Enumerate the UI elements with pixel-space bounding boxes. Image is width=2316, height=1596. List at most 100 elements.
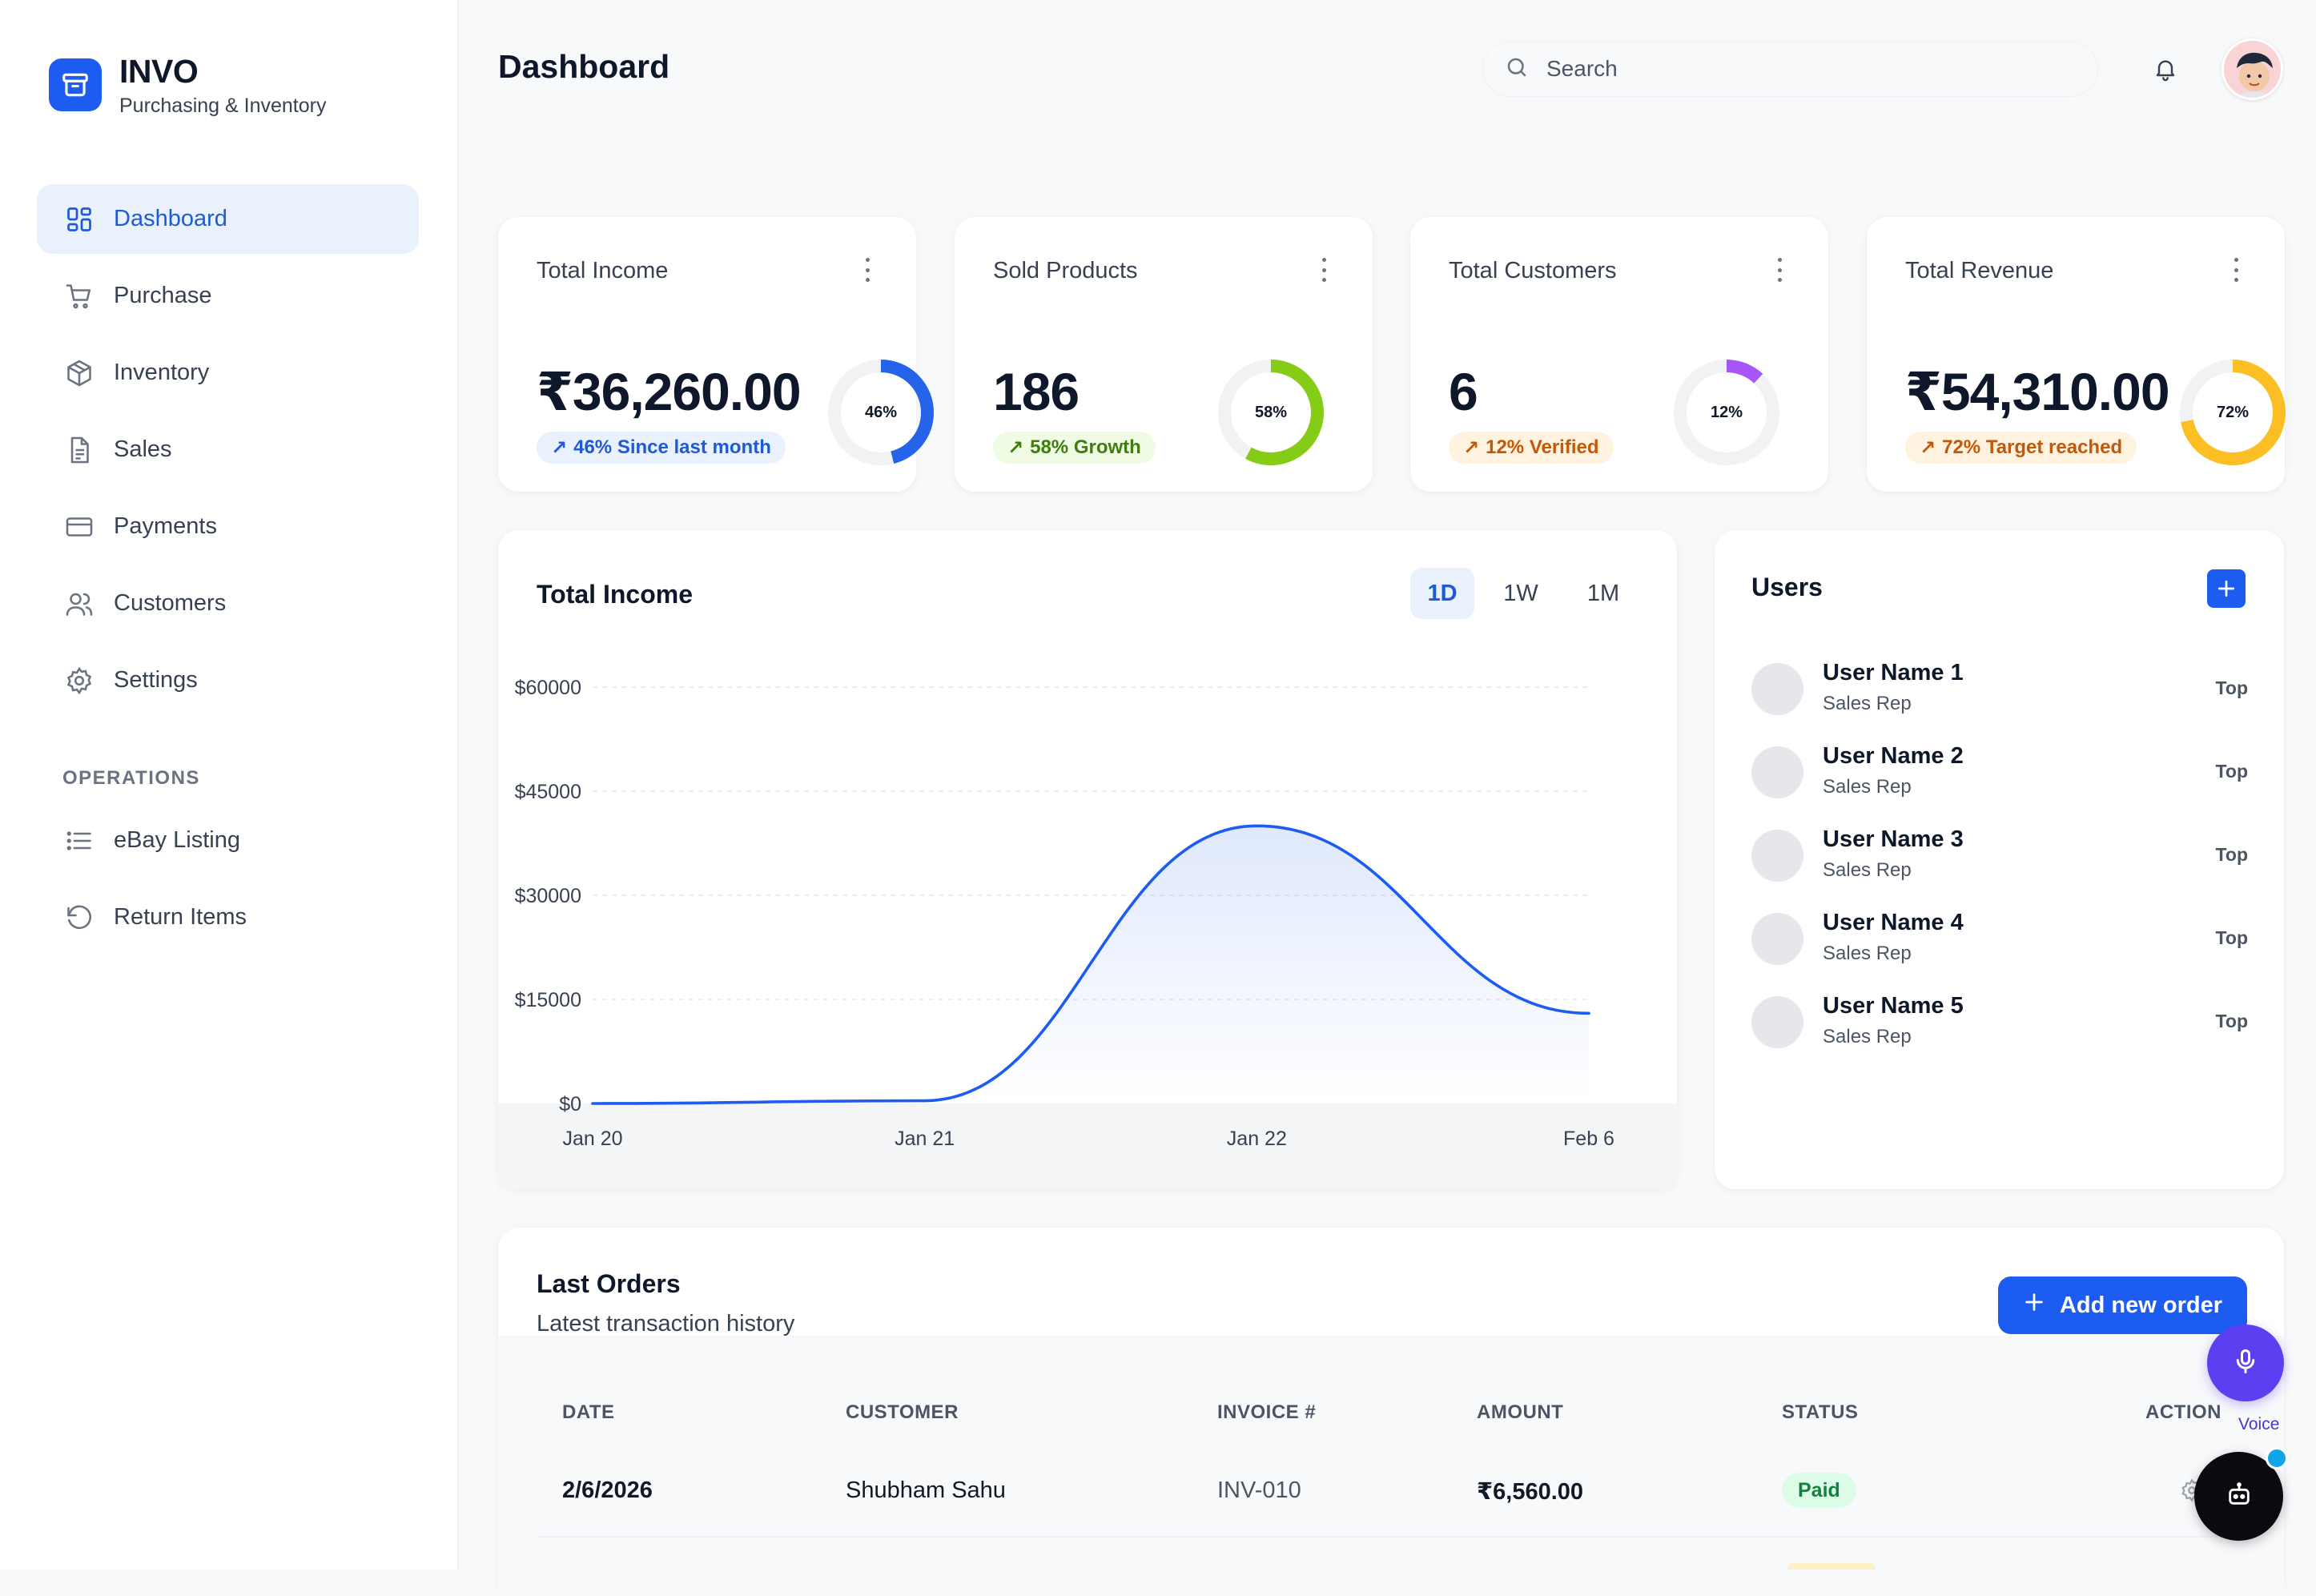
user-role: Sales Rep <box>1823 1026 1912 1048</box>
column-header-invoice[interactable]: INVOICE # <box>1217 1401 1316 1424</box>
user-name: User Name 2 <box>1823 743 1964 770</box>
archive-box-icon[interactable] <box>49 58 102 111</box>
user-list-item[interactable]: User Name 5 Sales Rep Top <box>1751 991 2248 1055</box>
column-header-amount[interactable]: AMOUNT <box>1477 1401 1563 1424</box>
more-vertical-icon[interactable] <box>2232 258 2240 282</box>
orders-card: Last Orders Latest transaction history A… <box>498 1228 2284 1596</box>
stat-badge-text: 12% Verified <box>1486 436 1598 459</box>
package-icon <box>63 357 95 389</box>
order-amount: ₹6,560.00 <box>1477 1477 1583 1506</box>
order-customer: Shubham Sahu <box>846 1477 1006 1504</box>
trend-up-icon: ↗ <box>1920 436 1936 460</box>
sidebar-item-label: Customers <box>114 590 226 617</box>
user-list-item[interactable]: User Name 3 Sales Rep Top <box>1751 824 2248 888</box>
stat-title: Total Revenue <box>1905 258 2053 284</box>
user-list-item[interactable]: User Name 4 Sales Rep Top <box>1751 907 2248 971</box>
sidebar-item-label: eBay Listing <box>114 827 240 854</box>
robot-icon <box>2226 1481 2253 1512</box>
sidebar-item-ebay-listing[interactable]: eBay Listing <box>37 806 419 875</box>
stat-title: Total Income <box>537 258 668 284</box>
stat-donut: 58% <box>1212 354 1329 471</box>
voice-button[interactable] <box>2207 1325 2284 1401</box>
orders-table <box>498 1336 2284 1596</box>
sidebar-item-dashboard[interactable]: Dashboard <box>37 184 419 254</box>
user-list-item[interactable]: User Name 2 Sales Rep Top <box>1751 741 2248 805</box>
donut-percent: 72% <box>2174 354 2291 471</box>
plus-icon[interactable] <box>2207 569 2246 608</box>
voice-label: Voice <box>2238 1415 2279 1434</box>
user-avatar <box>1751 830 1803 882</box>
more-vertical-icon[interactable] <box>1775 258 1783 282</box>
sidebar-item-payments[interactable]: Payments <box>37 492 419 561</box>
chart-baseline-band <box>498 1104 1677 1189</box>
list-icon <box>63 825 95 857</box>
status-badge: Paid <box>1782 1473 1856 1508</box>
sidebar-item-return-items[interactable]: Return Items <box>37 882 419 952</box>
stat-badge-text: 72% Target reached <box>1942 436 2122 459</box>
stat-title: Sold Products <box>993 258 1138 284</box>
grid-icon <box>63 203 95 235</box>
stat-badge-text: 58% Growth <box>1030 436 1141 459</box>
sidebar-item-customers[interactable]: Customers <box>37 569 419 638</box>
more-vertical-icon[interactable] <box>863 258 871 282</box>
avatar[interactable] <box>2222 38 2283 100</box>
user-avatar <box>1751 663 1803 715</box>
trend-up-icon: ↗ <box>551 436 567 460</box>
stat-card-total-revenue: Total Revenue ₹54,310.00 ↗72% Target rea… <box>1867 217 2285 492</box>
range-1d-button[interactable]: 1D <box>1410 568 1474 619</box>
user-list-item[interactable]: User Name 1 Sales Rep Top <box>1751 657 2248 722</box>
column-header-status[interactable]: STATUS <box>1782 1401 1858 1424</box>
user-name: User Name 3 <box>1823 826 1964 853</box>
bell-icon[interactable] <box>2149 53 2181 85</box>
column-header-customer[interactable]: CUSTOMER <box>846 1401 959 1424</box>
chart-title: Total Income <box>537 580 693 609</box>
user-avatar <box>1751 913 1803 965</box>
trend-up-icon: ↗ <box>1007 436 1023 460</box>
column-header-date[interactable]: DATE <box>562 1401 615 1424</box>
plus-icon <box>2023 1291 2045 1320</box>
search-input[interactable] <box>1545 55 2057 82</box>
brand-tagline: Purchasing & Inventory <box>119 94 326 118</box>
y-tick-label: $30000 <box>515 885 581 907</box>
stat-badge: ↗46% Since last month <box>537 432 786 464</box>
sidebar-item-label: Return Items <box>114 904 247 931</box>
user-role: Sales Rep <box>1823 693 1912 715</box>
sidebar-item-settings[interactable]: Settings <box>37 645 419 715</box>
search-box[interactable] <box>1482 41 2098 97</box>
sidebar-item-sales[interactable]: Sales <box>37 415 419 484</box>
sidebar-item-purchase[interactable]: Purchase <box>37 261 419 331</box>
trend-up-icon: ↗ <box>1463 436 1479 460</box>
donut-percent: 12% <box>1668 354 1785 471</box>
y-tick-label: $60000 <box>515 677 581 699</box>
user-name: User Name 4 <box>1823 910 1964 936</box>
stat-value: 6 <box>1449 361 1478 422</box>
user-role: Sales Rep <box>1823 943 1912 965</box>
sidebar-item-label: Inventory <box>114 360 209 386</box>
sidebar-item-label: Sales <box>114 436 172 463</box>
sidebar-item-inventory[interactable]: Inventory <box>37 338 419 408</box>
user-avatar <box>1751 746 1803 798</box>
search-icon <box>1505 55 1529 83</box>
order-date: 2/6/2026 <box>562 1477 653 1504</box>
x-tick-label: Jan 22 <box>1227 1128 1287 1150</box>
more-vertical-icon[interactable] <box>1320 258 1328 282</box>
range-1m-button[interactable]: 1M <box>1571 568 1635 619</box>
stat-value: 186 <box>993 361 1079 422</box>
users-title: Users <box>1751 573 1823 602</box>
user-tag: Top <box>2216 927 2248 949</box>
column-header-action[interactable]: ACTION <box>2145 1401 2222 1424</box>
credit-card-icon <box>63 511 95 543</box>
stat-badge: ↗ 12% Verified <box>1449 432 1614 464</box>
orders-subtitle: Latest transaction history <box>537 1311 794 1337</box>
stat-donut: 72% <box>2174 354 2291 471</box>
rotate-ccw-icon <box>63 902 95 934</box>
stat-card-total-income: Total Income ₹36,260.00 ↗46% Since last … <box>498 217 916 492</box>
x-tick-label: Feb 6 <box>1563 1128 1614 1150</box>
range-1w-button[interactable]: 1W <box>1489 568 1553 619</box>
cart-icon <box>63 280 95 312</box>
y-tick-label: $0 <box>559 1093 581 1116</box>
x-tick-label: Jan 21 <box>895 1128 955 1150</box>
add-new-order-button[interactable]: Add new order <box>1998 1276 2247 1334</box>
